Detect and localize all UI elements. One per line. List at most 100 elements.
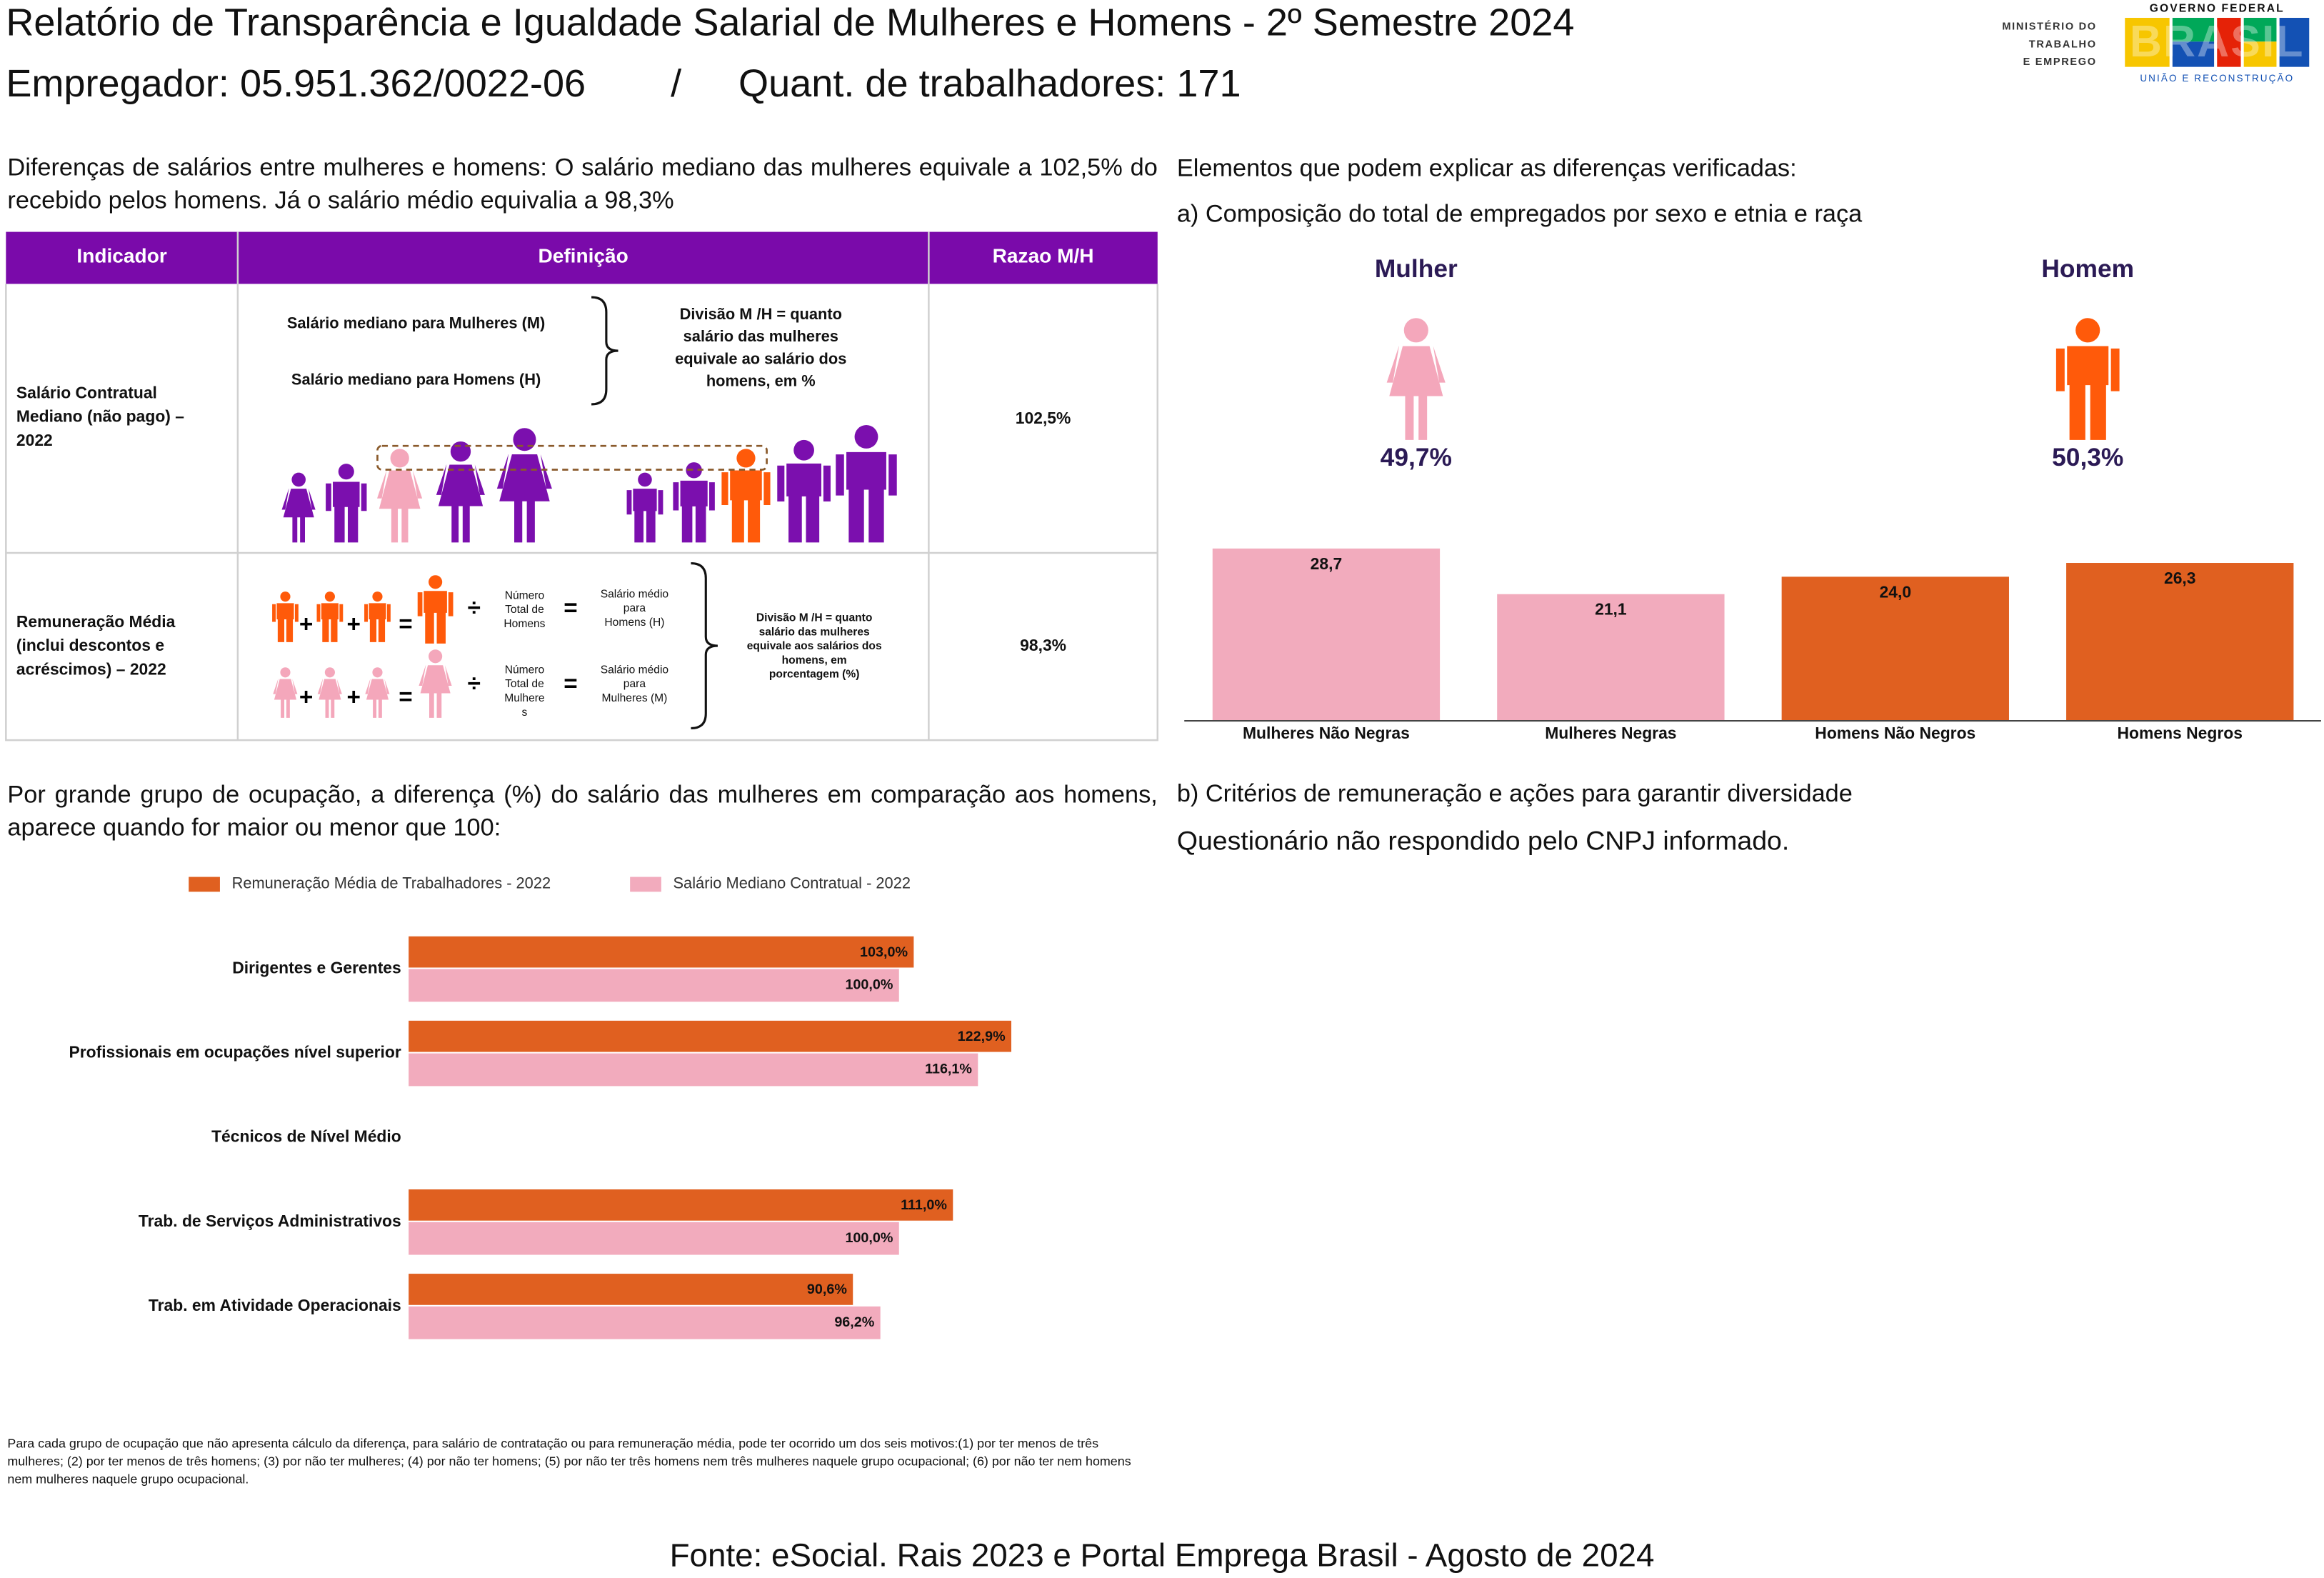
definition-text: Homens xyxy=(504,618,545,630)
share-value: 49,7% xyxy=(1381,444,1452,471)
logo-block xyxy=(2172,17,2215,42)
workers: Quant. de trabalhadores: 171 xyxy=(738,62,1241,105)
person-icon xyxy=(417,591,454,644)
category-label: Trab. de Serviços Administrativos xyxy=(139,1212,401,1230)
indicator: Mediano (não pago) – xyxy=(16,407,184,426)
indicator: 2022 xyxy=(16,431,53,449)
ministry-logo: MINISTÉRIO DO xyxy=(2002,20,2096,32)
person-icon xyxy=(338,464,354,480)
table-header: Definição xyxy=(538,244,628,266)
category-label: Mulheres Não Negras xyxy=(1243,724,1410,742)
person-icon xyxy=(854,425,878,449)
bar xyxy=(409,936,914,968)
value-label: 96,2% xyxy=(834,1314,874,1330)
bar xyxy=(1497,594,1725,721)
person-icon xyxy=(324,591,335,602)
definition-text: Salário mediano para Homens (H) xyxy=(291,370,541,388)
person-icon xyxy=(436,464,485,543)
definition-text: Número xyxy=(505,589,545,601)
logo-block xyxy=(2279,17,2310,67)
operator: = xyxy=(399,684,412,711)
definition-text: salário das mulheres xyxy=(683,327,838,345)
definition-text: Total de xyxy=(505,678,544,690)
definition-text: Divisão M /H = quanto xyxy=(680,305,842,323)
value-label: 26,3 xyxy=(2164,569,2196,587)
operator: = xyxy=(564,595,577,621)
legend-swatch xyxy=(189,877,220,892)
person-icon xyxy=(291,472,306,487)
brace xyxy=(691,561,718,730)
category-label: Trab. em Atividade Operacionais xyxy=(149,1296,401,1314)
definition-text: Salário médio xyxy=(601,588,669,600)
bar xyxy=(409,1020,1011,1052)
person-icon xyxy=(280,591,291,602)
definition-text: para xyxy=(623,602,646,614)
person-icon xyxy=(496,454,552,543)
ratio: 98,3% xyxy=(1020,636,1066,654)
table-header-bg xyxy=(6,231,1158,284)
person-icon xyxy=(419,665,452,718)
highlight-box xyxy=(376,444,768,471)
definition-text: homens, em xyxy=(782,654,847,666)
ministry-logo: E EMPREGO xyxy=(2023,56,2097,68)
person-icon xyxy=(673,480,715,543)
legend-swatch xyxy=(630,877,661,892)
person-icon xyxy=(513,428,536,451)
value-label: 90,6% xyxy=(807,1282,847,1297)
definition-text: porcentagem (%) xyxy=(769,669,860,681)
logo-block xyxy=(2243,41,2277,67)
person-icon xyxy=(326,481,367,543)
person-icon xyxy=(364,603,391,642)
slogan-logo: UNIÃO E RECONSTRUÇÃO xyxy=(2140,73,2294,84)
indicator: Remuneração Média xyxy=(16,612,176,631)
category-label: Dirigentes e Gerentes xyxy=(232,959,401,977)
person-icon xyxy=(793,439,814,461)
bar xyxy=(409,1222,899,1255)
person-icon xyxy=(638,472,652,487)
person-icon xyxy=(429,575,443,589)
definition-text: Homens (H) xyxy=(604,616,664,629)
logo-block xyxy=(2125,17,2170,67)
definition-text: para xyxy=(623,678,646,690)
value-label: 103,0% xyxy=(860,944,908,960)
share-label: Homem xyxy=(2041,255,2134,283)
person-icon xyxy=(372,591,383,602)
definition-text: Mulheres (M) xyxy=(601,692,667,704)
bar xyxy=(409,1306,881,1339)
category-label: Técnicos de Nível Médio xyxy=(211,1127,401,1146)
legend-label: Remuneração Média de Trabalhadores - 202… xyxy=(232,874,551,892)
definition-text: Salário médio xyxy=(601,664,669,676)
table-header: Indicador xyxy=(76,244,166,266)
bar xyxy=(409,1274,853,1305)
brand-logo: BRASIL xyxy=(2130,17,2305,66)
legend-label: Salário Mediano Contratual - 2022 xyxy=(673,874,911,892)
indicator: acréscimos) – 2022 xyxy=(16,659,166,678)
logo-block xyxy=(2172,41,2215,67)
logo-block xyxy=(2243,17,2277,42)
value-label: 28,7 xyxy=(1311,554,1343,573)
operator: + xyxy=(299,684,313,711)
person-icon xyxy=(365,679,390,718)
definition-text: Total de xyxy=(505,604,544,616)
definition-text: equivale ao salário dos xyxy=(675,349,846,367)
ministry-logo: TRABALHO xyxy=(2029,39,2097,50)
operator: + xyxy=(346,684,360,711)
person-icon xyxy=(686,462,702,479)
operator: = xyxy=(399,611,412,638)
value-label: 111,0% xyxy=(901,1197,947,1213)
indicator: Salário Contratual xyxy=(16,383,157,401)
share-icon xyxy=(2055,346,2120,440)
share-icon xyxy=(1386,346,1446,440)
person-icon xyxy=(736,449,756,468)
source: Fonte: eSocial. Rais 2023 e Portal Empre… xyxy=(670,1537,1655,1574)
category-label: Homens Negros xyxy=(2118,724,2243,742)
person-icon xyxy=(721,470,771,543)
person-icon xyxy=(626,489,663,543)
bar xyxy=(409,1053,978,1087)
person-icon xyxy=(324,667,335,678)
indicator: (inclui descontos e xyxy=(16,636,164,654)
value-label: 21,1 xyxy=(1595,600,1627,619)
category-label: Homens Não Negros xyxy=(1815,724,1975,742)
